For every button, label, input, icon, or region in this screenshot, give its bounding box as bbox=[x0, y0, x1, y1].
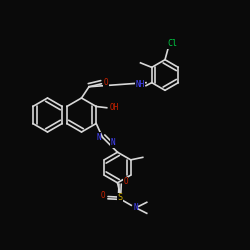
Text: S: S bbox=[118, 193, 122, 202]
Text: O: O bbox=[101, 191, 105, 200]
Text: N: N bbox=[133, 203, 138, 212]
Text: NH: NH bbox=[135, 80, 144, 89]
Text: N: N bbox=[110, 138, 115, 147]
Text: Cl: Cl bbox=[167, 40, 177, 48]
Text: OH: OH bbox=[110, 103, 119, 112]
Text: N: N bbox=[96, 133, 101, 142]
Text: O: O bbox=[104, 78, 108, 88]
Text: O: O bbox=[124, 177, 128, 186]
